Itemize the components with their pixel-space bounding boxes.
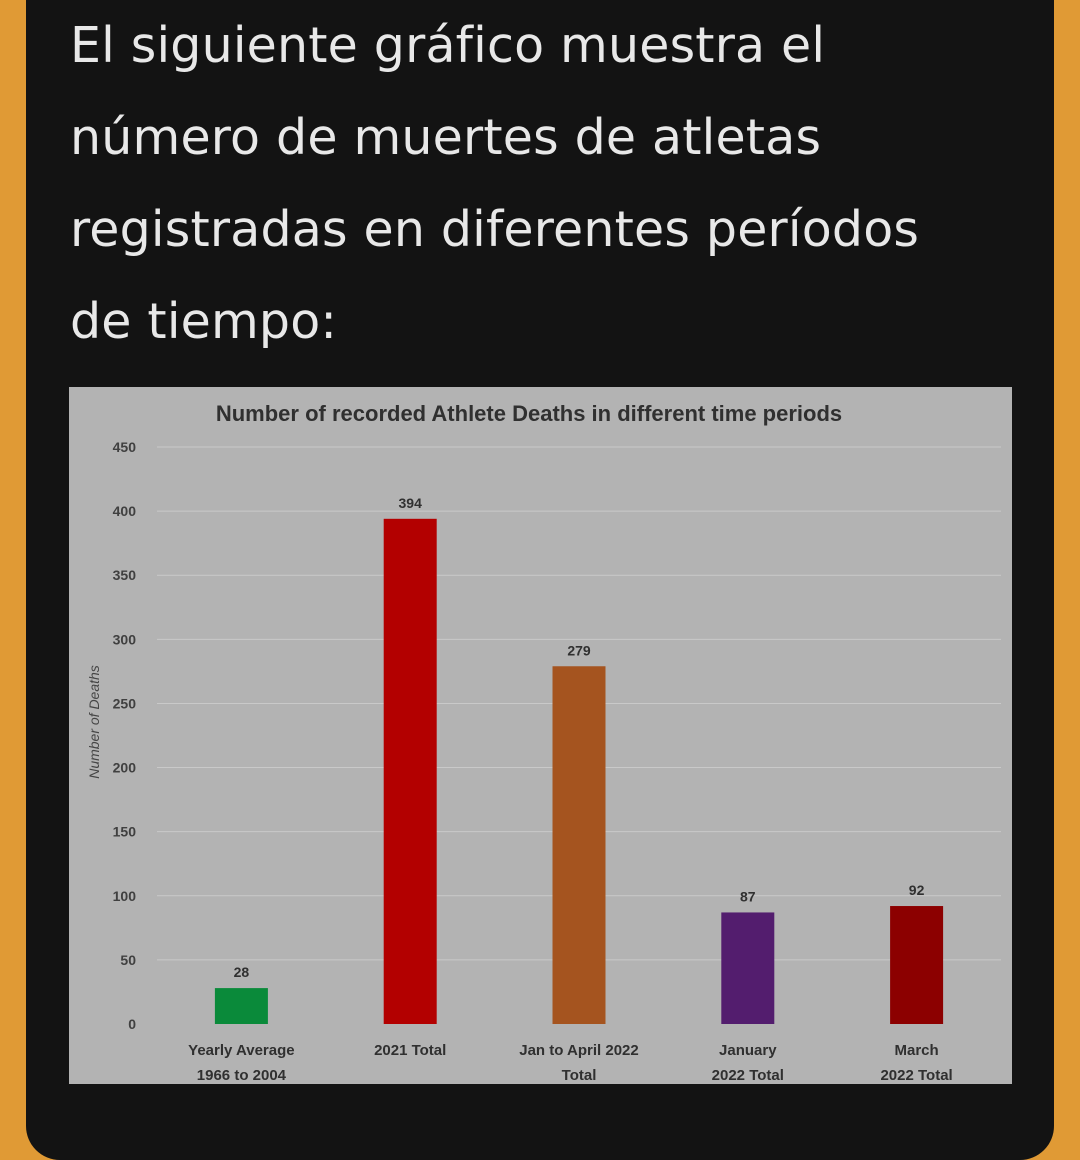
bar-1 <box>383 518 437 1024</box>
chart-image[interactable]: 0 50 100 150 200 250 300 350 400 450 28 394 279 87 92… <box>69 387 1012 1084</box>
y-tick-label: 100 <box>113 888 137 904</box>
data-label-4: 92 <box>909 882 925 898</box>
caption-line-4: de tiempo: <box>70 293 338 350</box>
y-tick-label: 400 <box>113 503 137 519</box>
y-axis-label: Number of Deaths <box>86 665 102 779</box>
x-tick-label-2: Jan to April 2022 <box>519 1042 639 1059</box>
data-label-1: 394 <box>399 495 423 511</box>
data-label-2: 279 <box>567 642 591 658</box>
caption-line-2: número de muertes de atletas <box>70 109 822 166</box>
y-tick-label: 150 <box>113 824 137 840</box>
y-tick-label: 50 <box>120 952 136 968</box>
y-tick-label: 350 <box>113 567 137 583</box>
bar-0 <box>214 988 268 1024</box>
x-tick-label-2: Total <box>562 1067 597 1084</box>
x-tick-label-4: March <box>895 1042 939 1059</box>
y-tick-label: 250 <box>113 695 137 711</box>
bars <box>214 518 944 1024</box>
x-tick-label-3: 2022 Total <box>712 1067 784 1084</box>
y-tick-label: 450 <box>113 439 137 455</box>
bar-chart: 0 50 100 150 200 250 300 350 400 450 28 394 279 87 92… <box>86 401 1001 1084</box>
x-tick-label-0: Yearly Average <box>188 1042 294 1059</box>
y-tick-label: 0 <box>128 1016 136 1032</box>
y-tick-label: 200 <box>113 760 137 776</box>
bar-3 <box>721 912 775 1024</box>
data-label-3: 87 <box>740 888 756 904</box>
caption-line-3: registradas en diferentes períodos <box>70 201 920 258</box>
bar-4 <box>890 906 944 1024</box>
x-tick-label-3: January <box>719 1042 777 1059</box>
post-caption: El siguiente gráfico muestra el número d… <box>70 0 1030 368</box>
data-label-0: 28 <box>234 964 250 980</box>
y-axis-ticks: 0 50 100 150 200 250 300 350 400 450 <box>113 439 137 1032</box>
bar-2 <box>552 666 606 1024</box>
data-labels: 28 394 279 87 92 <box>234 495 925 980</box>
x-axis-labels: Yearly Average 1966 to 2004 2021 Total Jan … <box>188 1042 953 1084</box>
x-tick-label-0: 1966 to 2004 <box>197 1067 287 1084</box>
caption-line-1: El siguiente gráfico muestra el <box>70 17 826 74</box>
x-tick-label-4: 2022 Total <box>880 1067 952 1084</box>
y-tick-label: 300 <box>113 631 137 647</box>
x-tick-label-1: 2021 Total <box>374 1042 446 1059</box>
chart-title: Number of recorded Athlete Deaths in dif… <box>216 401 842 426</box>
